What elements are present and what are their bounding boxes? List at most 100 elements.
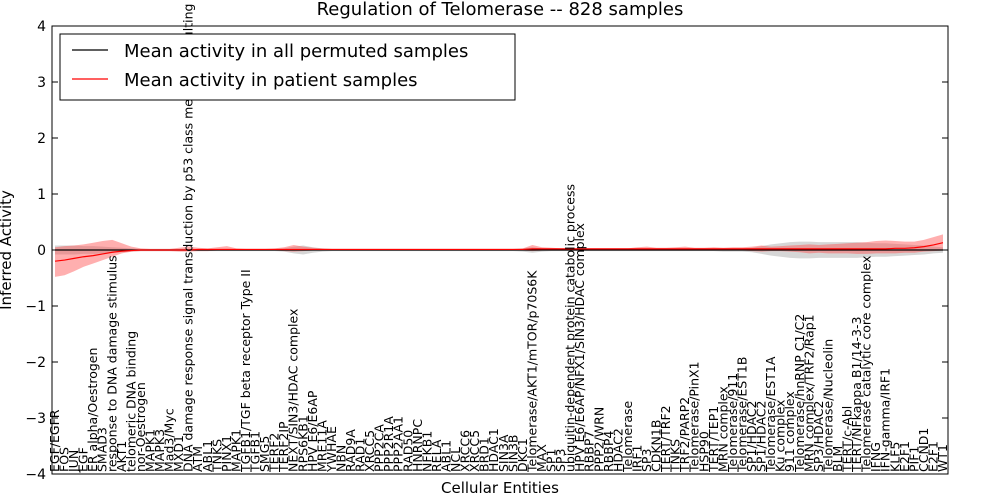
x-tick-label: RBBP7 [582,431,597,472]
x-tick-label: TERT/NFkappa B1/14-3-3 [849,317,864,473]
x-tick-label: nor-Oestrogen [133,382,148,472]
x-tick-label: RBBP4 [601,431,616,472]
x-tick-label: TRF2/PARP2 [677,397,692,473]
x-tick-label: MAPK1 [142,429,157,472]
x-tick-label: EGF/EGFR [47,409,62,472]
y-axis: −4 −3 −2 −1 0 1 2 3 4 [25,19,948,483]
x-tick-label: SP1/HDAC2 [754,401,769,472]
x-tick-label: ER alpha/Oestrogen [85,348,100,472]
x-tick-label: SIN3A [496,434,511,472]
x-tick-label: CCND1 [916,428,931,472]
x-tick-label: CDKN1B [649,420,664,472]
x-tick-label: Telomerase/EST1B [734,357,749,473]
x-tick-label: PINX1 [219,435,234,472]
x-tick-label: RAD1 [353,438,368,472]
x-tick-label: ABL1 [200,440,215,472]
x-tick-label: TNKS [209,439,224,473]
x-tick-label: MAPK1 [228,429,243,472]
x-tick-label: DNA damage response signal transduction … [181,0,196,472]
y-axis-label: Inferred Activity [0,190,15,310]
x-tick-label: SP1/HDAC2 [744,401,759,472]
x-tick-label: SP1 [544,449,559,472]
x-tick-label: SP3 [553,449,568,472]
y-tick-label: −3 [25,411,46,427]
x-tick-label: HPV E6/E6AP/NFX1/SIN3/HDAC complex [572,223,587,472]
x-tick-label: TNKS [668,439,683,473]
x-tick-label: FOS [57,447,72,472]
legend-label-permuted: Mean activity in all permuted samples [124,41,468,62]
x-tick-label: ubiquitin-dependent protein catabolic pr… [563,184,578,472]
y-tick-label: 0 [37,243,46,259]
y-tick-label: 3 [37,75,46,91]
x-tick-label: RAD50 [400,430,415,472]
x-tick-label: TERF2IP [276,421,291,473]
y-tick-label: 1 [37,187,46,203]
x-tick-label: PPP2CA [372,424,387,472]
x-tick-label: HPV E6/E6AP [305,390,320,472]
x-tick-label: SP3 [639,449,654,472]
x-tick-label: MAPK3 [152,429,167,472]
x-tick-label: XRCC5 [362,430,377,472]
x-tick-label: Telomerase [620,400,635,473]
x-tick-label: 911 complex [782,391,797,472]
x-tick-label: RPS6KB1 [295,415,310,472]
x-tick-label: TGFB1 [248,431,263,473]
x-tick-label: MRE11A [314,420,329,472]
x-tick-label: PPP2/WRN [591,407,606,472]
x-tick-label: TERT/TEP1 [706,406,721,473]
x-tick-label: E2F1 [897,441,912,472]
x-tick-label: NCL [448,447,463,472]
x-tick-label: RELA [429,439,444,472]
x-tick-label: MRN complex/TRF2/Rap1 [801,314,816,472]
x-tick-label: E2F1 [925,441,940,472]
x-tick-label: HDAC2 [610,428,625,472]
x-tick-label: ABL1 [438,440,453,472]
x-tick-label: TERT/TRF2 [658,405,673,473]
x-tick-label: Telomerase/hnRNP C1/C2 [792,314,807,473]
legend-label-patient: Mean activity in patient samples [124,70,418,91]
y-tick-label: −1 [25,299,46,315]
x-tick-label: YWHAE [324,426,339,473]
x-tick-label: Telomerase/911 [725,373,740,473]
x-axis-label: Cellular Entities [441,479,559,497]
x-tick-label: Telomerase/EST1A [763,356,778,473]
x-tick-label: PPP2AA1 [391,416,406,472]
x-tick-label: IFNG [868,442,883,472]
legend-frame [59,33,516,101]
x-tick-label: XRCC5 [467,430,482,472]
x-tick-label: response to DNA damage stimulus [104,255,119,472]
x-tick-label: MRN complex [715,386,730,472]
x-tick-label: KLF5 [887,442,902,472]
x-tick-label: JUN [66,450,81,473]
x-tick-label: SP3/HDAC2 [811,401,826,472]
x-tick-label: AKT1 [114,441,129,472]
x-tick-label: NBN [333,445,348,472]
x-tick-label: Telomerase/PinX1 [687,361,702,473]
x-tick-label: NFKB1 [419,431,434,472]
line-patient [54,242,944,262]
x-tick-label: Ku complex [773,400,788,472]
x-tick-label: Telomerase catalytic core complex [859,256,874,473]
x-tick-label: TGFB1/TGF beta receptor Type II [238,269,253,473]
x-tick-label: PPP2R1A [381,416,396,472]
x-tick-label: EGF [76,447,91,472]
x-tick-label: TERT/c-Abl [840,406,855,473]
x-tick-label: HSP90 [696,431,711,472]
x-tick-label: RAD9A [343,429,358,472]
x-tick-label: BRD1 [477,437,492,472]
legend: Mean activity in all permuted samples Me… [59,33,516,101]
x-tick-label: MAX [534,444,549,472]
x-tick-label: ATM [190,446,205,472]
x-tick-label: Mad3/Myc [162,408,177,472]
x-tick-label: BLM [830,446,845,472]
x-tick-label: HNRNPC [410,419,425,472]
x-tick-label: NEXT/SIN3/HDAC complex [286,309,301,472]
y-tick-label: −2 [25,355,46,371]
x-tick-label: IRF1 [629,444,644,472]
x-tick-label: PIF1 [906,446,921,472]
x-tick-label: XRCC6 [458,430,473,472]
x-tick-label: SMG5 [257,436,272,472]
x-tick-label: Telomerase/Nucleolin [820,339,835,473]
